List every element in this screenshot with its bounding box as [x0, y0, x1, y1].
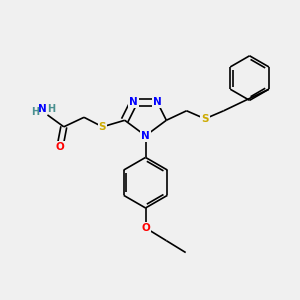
Text: H: H	[32, 107, 40, 117]
Text: O: O	[56, 142, 64, 152]
Text: N: N	[153, 98, 162, 107]
Text: S: S	[201, 114, 209, 124]
Text: H: H	[47, 104, 55, 114]
Text: N: N	[38, 104, 46, 114]
Text: S: S	[99, 122, 106, 132]
Text: N: N	[141, 131, 150, 141]
Text: N: N	[129, 98, 138, 107]
Text: O: O	[141, 223, 150, 233]
